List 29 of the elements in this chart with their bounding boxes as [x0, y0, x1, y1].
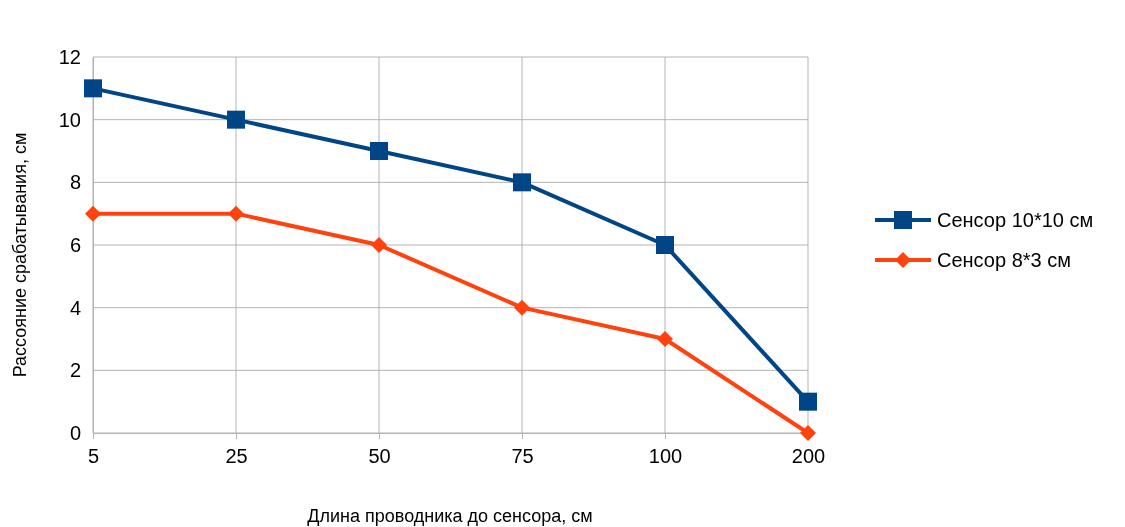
- legend-label: Сенсор 8*3 см: [937, 249, 1071, 271]
- y-tick-label: 0: [69, 421, 81, 444]
- point: [84, 79, 102, 98]
- point: [656, 236, 674, 254]
- y-tick-label: 4: [69, 296, 81, 319]
- y-axis-title: Рассояние срабатывания, см: [10, 132, 30, 378]
- point: [370, 142, 388, 160]
- point: [799, 392, 817, 411]
- point: [85, 205, 101, 222]
- point: [371, 237, 387, 253]
- point: [227, 110, 245, 129]
- x-tick-label: 100: [648, 445, 683, 468]
- point: [228, 205, 244, 222]
- x-tick-label: 5: [87, 445, 100, 468]
- y-tick-label: 10: [58, 108, 81, 131]
- y-tick-label: 6: [69, 233, 81, 256]
- point: [657, 331, 673, 347]
- legend-label: Сенсор 10*10 см: [937, 209, 1094, 231]
- x-tick-label: 75: [511, 445, 534, 468]
- x-tick-label: 25: [225, 445, 248, 468]
- x-tick-label: 200: [791, 445, 826, 468]
- x-tick-label: 50: [368, 445, 391, 468]
- y-tick-label: 2: [69, 359, 81, 382]
- y-tick-label: 8: [69, 171, 81, 194]
- point: [514, 299, 530, 316]
- x-axis-title: Длина проводника до сенсора, см: [307, 506, 593, 526]
- point: [513, 173, 531, 192]
- y-tick-label: 12: [58, 45, 81, 68]
- point: [800, 425, 816, 441]
